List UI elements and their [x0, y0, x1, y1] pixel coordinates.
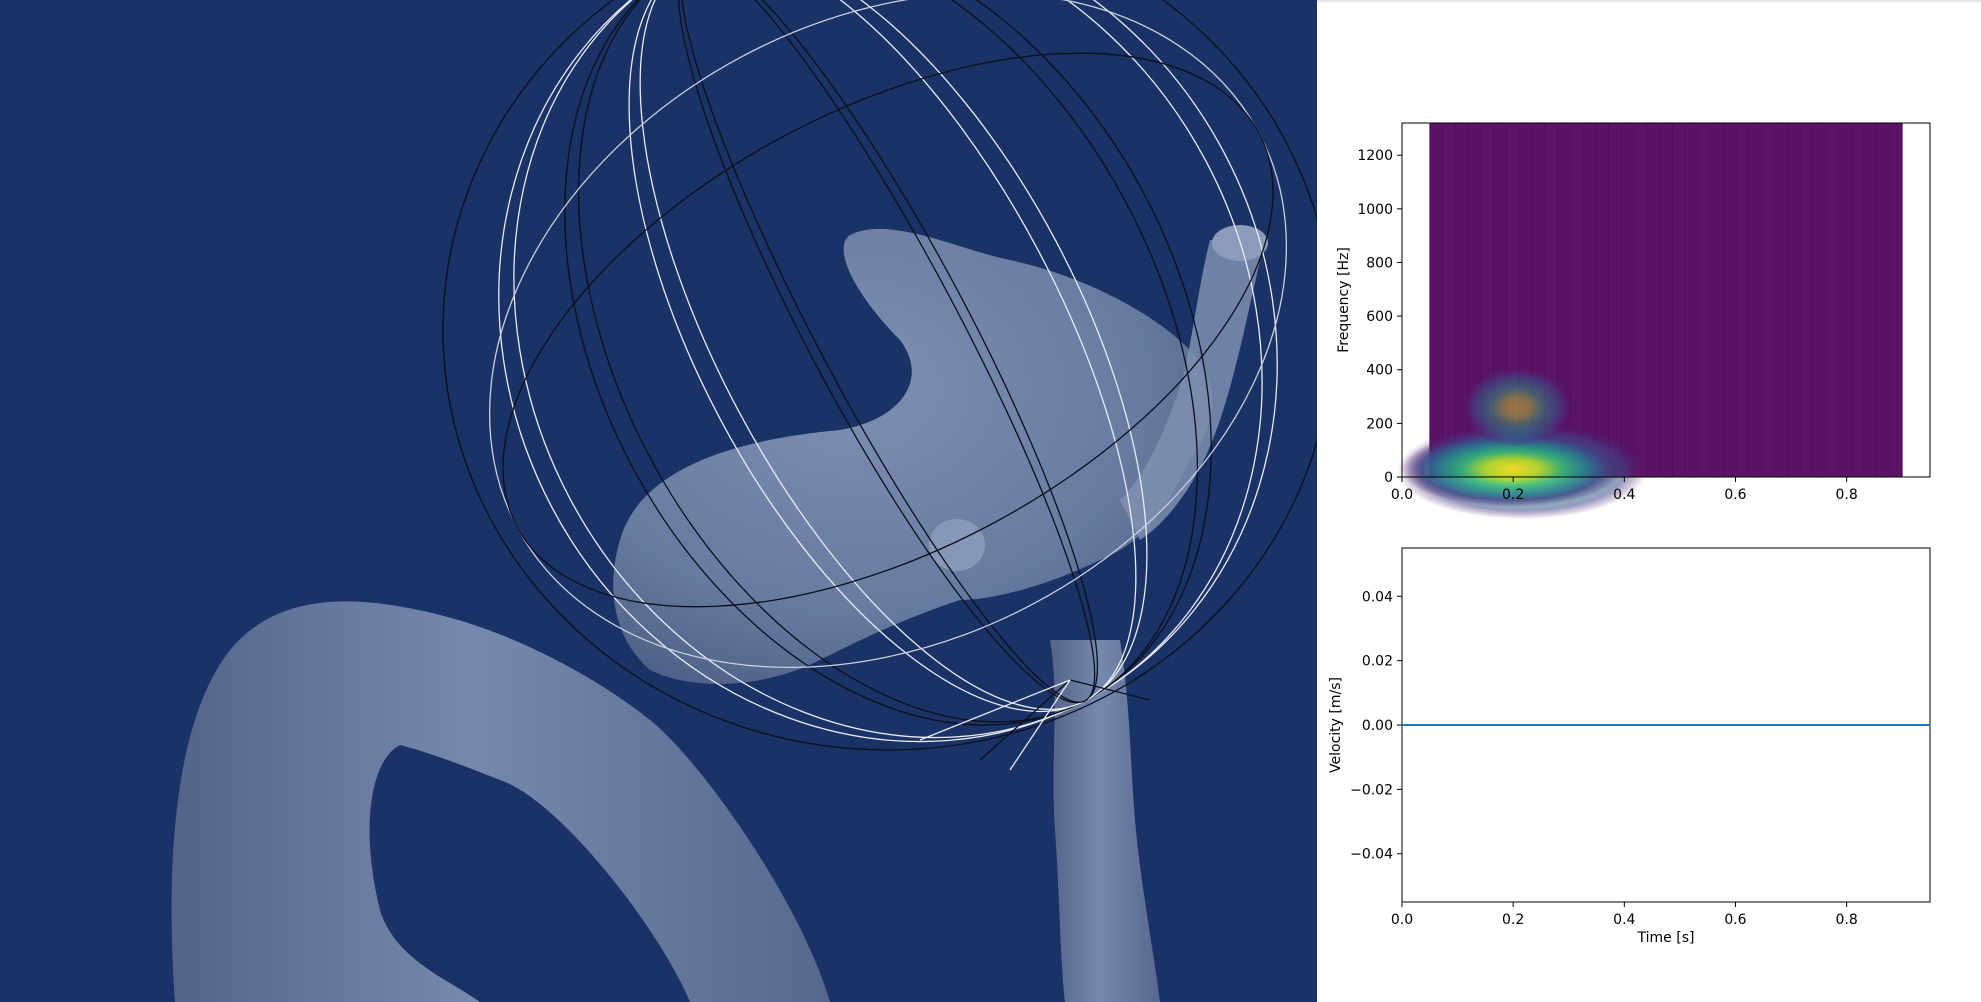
sphere-wireframe[interactable]	[355, 0, 1317, 879]
spectrogram-y-ticks: 0 200 400 600 800 1000 1200	[1357, 148, 1402, 486]
3d-scene[interactable]	[0, 0, 1317, 1002]
spectrogram-y-tick-label: 600	[1366, 309, 1393, 325]
velocity-x-ticks: 0.0 0.2 0.4 0.6 0.8	[1391, 902, 1858, 928]
velocity-y-tick-label: 0.02	[1362, 654, 1393, 670]
velocity-x-label: Time [s]	[1637, 930, 1695, 946]
velocity-y-tick-label: 0.00	[1362, 718, 1393, 734]
spectrogram-y-label: Frequency [Hz]	[1336, 247, 1352, 353]
velocity-x-tick-label: 0.8	[1835, 912, 1857, 928]
vessel-branch	[1050, 640, 1160, 1002]
spectrogram-y-tick-label: 1200	[1357, 148, 1393, 164]
spectrogram-x-tick-label: 0.8	[1835, 487, 1857, 503]
spectrogram-frame	[1401, 122, 1931, 478]
spectrogram-x-tick-label: 0.6	[1724, 487, 1746, 503]
velocity-x-tick-label: 0.4	[1613, 912, 1635, 928]
3d-viewport[interactable]	[0, 0, 1317, 1002]
spectrogram-y-tick-label: 0	[1384, 470, 1393, 486]
velocity-plot-area	[1401, 547, 1931, 903]
spectrogram-x-ticks: 0.0 0.2 0.4 0.6 0.8	[1391, 477, 1858, 503]
spectrogram-x-tick-label: 0.4	[1613, 487, 1635, 503]
spectrogram-energy-upper	[1462, 367, 1573, 448]
velocity-chart: 0.0 0.2 0.4 0.6 0.8 −0.04 −0.02 0.00 0.02 0.04 T…	[1328, 547, 1931, 946]
velocity-y-label: Velocity [m/s]	[1328, 677, 1344, 773]
vessel-arch	[171, 601, 830, 1002]
spectrogram-energy-core	[1402, 430, 1623, 507]
velocity-x-tick-label: 0.2	[1502, 912, 1524, 928]
spectrogram-y-tick-label: 400	[1366, 363, 1393, 379]
velocity-y-tick-label: −0.04	[1350, 847, 1393, 863]
velocity-x-tick-label: 0.0	[1391, 912, 1413, 928]
spectrogram-y-tick-label: 1000	[1357, 202, 1393, 218]
spectrogram-plot-area	[1396, 122, 1931, 520]
spectrogram-y-tick-label: 200	[1366, 416, 1393, 432]
spectrogram-y-tick-label: 800	[1366, 255, 1393, 271]
spectrogram-chart: 0.0 0.2 0.4 0.6 0.8 0 200 400 600 800 1000 1200 Fr…	[1336, 122, 1931, 520]
spectrogram-x-tick-label: 0.0	[1391, 487, 1413, 503]
spectrogram-x-tick-label: 0.2	[1502, 487, 1524, 503]
aneurysm-body	[613, 228, 1213, 684]
velocity-y-tick-label: −0.02	[1350, 782, 1393, 798]
velocity-y-tick-label: 0.04	[1362, 589, 1393, 605]
vessel-small-tube	[1120, 240, 1265, 540]
velocity-y-ticks: −0.04 −0.02 0.00 0.02 0.04	[1350, 589, 1402, 863]
velocity-x-tick-label: 0.6	[1724, 912, 1746, 928]
